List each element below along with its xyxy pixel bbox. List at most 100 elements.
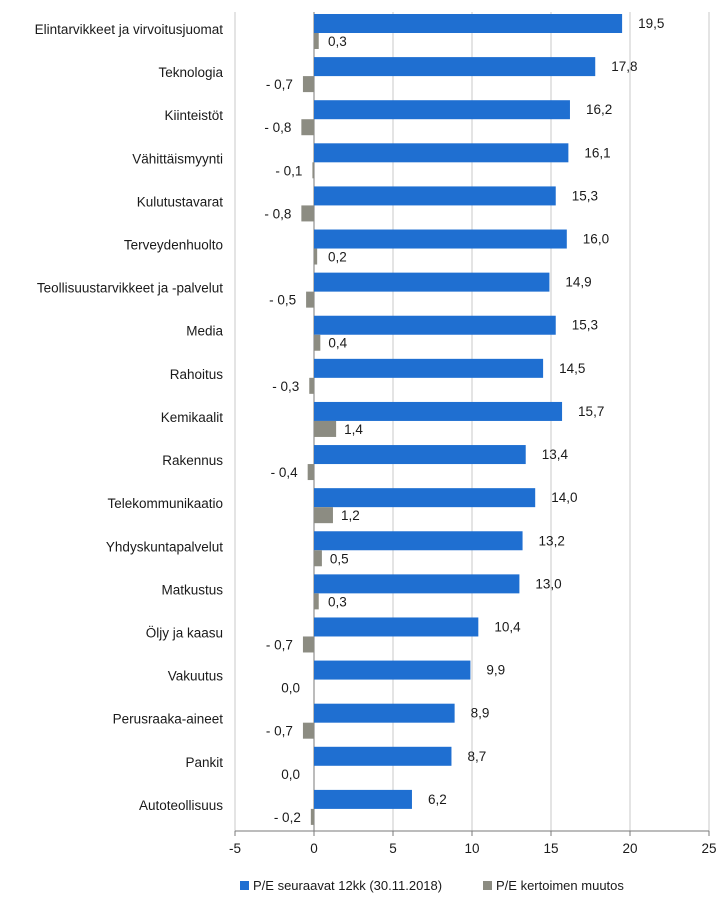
- pe-bar: [314, 186, 556, 206]
- legend-swatch-pe: [240, 881, 249, 890]
- pe-bar: [314, 746, 452, 766]
- category-label: Rakennus: [162, 453, 223, 468]
- change-value-label: - 0,2: [274, 810, 301, 825]
- pe-value-label: 17,8: [611, 59, 637, 74]
- change-value-label: - 0,8: [264, 206, 291, 221]
- change-value-label: 0,0: [281, 767, 300, 782]
- pe-value-label: 15,7: [578, 404, 604, 419]
- change-value-label: 0,0: [281, 681, 300, 696]
- pe-value-label: 10,4: [494, 619, 521, 634]
- pe-value-label: 13,0: [535, 576, 561, 591]
- change-value-label: - 0,7: [266, 77, 293, 92]
- pe-value-label: 16,1: [584, 145, 610, 160]
- category-label: Öljy ja kaasu: [146, 625, 223, 640]
- pe-bar: [314, 445, 526, 465]
- x-tick-label: -5: [229, 841, 241, 856]
- category-label: Telekommunikaatio: [107, 496, 223, 511]
- change-bar: [301, 119, 314, 136]
- change-bar: [314, 334, 321, 351]
- category-label: Kulutustavarat: [137, 194, 224, 209]
- change-bar: [314, 248, 318, 265]
- category-label: Media: [186, 324, 223, 339]
- pe-bar: [314, 57, 596, 77]
- legend-label-change: P/E kertoimen muutos: [496, 878, 624, 893]
- change-value-label: 1,2: [341, 508, 360, 523]
- change-value-label: 0,4: [328, 336, 347, 351]
- x-tick-label: 5: [389, 841, 397, 856]
- x-tick-label: 15: [543, 841, 558, 856]
- change-bar: [302, 636, 314, 653]
- change-value-label: - 0,7: [266, 637, 293, 652]
- change-bar: [314, 550, 322, 567]
- change-value-label: 0,3: [328, 34, 347, 49]
- legend-swatch-change: [483, 881, 492, 890]
- change-value-label: 1,4: [344, 422, 363, 437]
- pe-bar: [314, 272, 550, 292]
- pe-value-label: 14,9: [565, 275, 591, 290]
- change-bar: [306, 291, 314, 308]
- pe-bar: [314, 531, 523, 551]
- pe-bar: [314, 660, 471, 680]
- change-value-label: - 0,7: [266, 724, 293, 739]
- pe-bar: [314, 358, 544, 378]
- pe-value-label: 6,2: [428, 792, 447, 807]
- category-label: Kiinteistöt: [164, 108, 223, 123]
- change-bar: [314, 593, 319, 610]
- pe-value-label: 15,3: [572, 318, 598, 333]
- category-label: Autoteollisuus: [139, 798, 223, 813]
- change-bar: [301, 205, 314, 222]
- category-label: Teollisuustarvikkeet ja -palvelut: [37, 281, 223, 296]
- change-bar: [314, 507, 333, 524]
- labels: Elintarvikkeet ja virvoitusjuomat 19,5 0,3…: [35, 16, 665, 825]
- change-bar: [310, 808, 314, 825]
- pe-value-label: 14,5: [559, 361, 585, 376]
- pe-bar: [314, 14, 623, 33]
- change-value-label: - 0,3: [272, 379, 299, 394]
- category-label: Rahoitus: [170, 367, 224, 382]
- legend: P/E seuraavat 12kk (30.11.2018) P/E kerto…: [240, 878, 624, 893]
- legend-label-pe: P/E seuraavat 12kk (30.11.2018): [253, 878, 442, 893]
- change-bar: [312, 162, 314, 179]
- pe-bar: [314, 229, 567, 249]
- change-value-label: - 0,8: [264, 120, 291, 135]
- pe-value-label: 19,5: [638, 16, 664, 31]
- pe-bar: [314, 488, 536, 508]
- pe-value-label: 13,4: [542, 447, 569, 462]
- pe-value-label: 8,9: [471, 706, 490, 721]
- pe-value-label: 9,9: [486, 663, 505, 678]
- change-value-label: 0,2: [328, 250, 347, 265]
- pe-value-label: 16,0: [583, 232, 609, 247]
- category-label: Yhdyskuntapalvelut: [106, 539, 223, 554]
- change-value-label: - 0,5: [269, 293, 296, 308]
- pe-bar: [314, 617, 479, 637]
- x-tick-label: 20: [622, 841, 637, 856]
- change-bar: [307, 464, 314, 481]
- x-tick-label: 25: [701, 841, 716, 856]
- change-bar: [314, 33, 319, 49]
- category-label: Terveydenhuolto: [124, 238, 223, 253]
- change-value-label: 0,3: [328, 594, 347, 609]
- pe-value-label: 8,7: [467, 749, 486, 764]
- category-label: Pankit: [185, 755, 223, 770]
- category-label: Kemikaalit: [161, 410, 224, 425]
- category-label: Matkustus: [161, 582, 223, 597]
- change-bar: [309, 377, 314, 394]
- bars: [301, 14, 623, 825]
- change-value-label: 0,5: [330, 551, 349, 566]
- pe-bar: [314, 401, 563, 421]
- pe-bar: [314, 315, 556, 335]
- x-tick-label: 0: [310, 841, 318, 856]
- category-label: Vakuutus: [168, 669, 224, 684]
- category-label: Vähittäismyynti: [132, 151, 223, 166]
- change-value-label: - 0,1: [275, 163, 302, 178]
- x-tick-label: 10: [464, 841, 479, 856]
- category-label: Perusraaka-aineet: [113, 712, 224, 727]
- pe-bar: [314, 143, 569, 163]
- pe-bar: [314, 574, 520, 594]
- pe-value-label: 14,0: [551, 490, 577, 505]
- pe-bar: [314, 703, 455, 723]
- category-label: Teknologia: [158, 65, 223, 80]
- category-label: Elintarvikkeet ja virvoitusjuomat: [35, 22, 224, 37]
- change-value-label: - 0,4: [271, 465, 299, 480]
